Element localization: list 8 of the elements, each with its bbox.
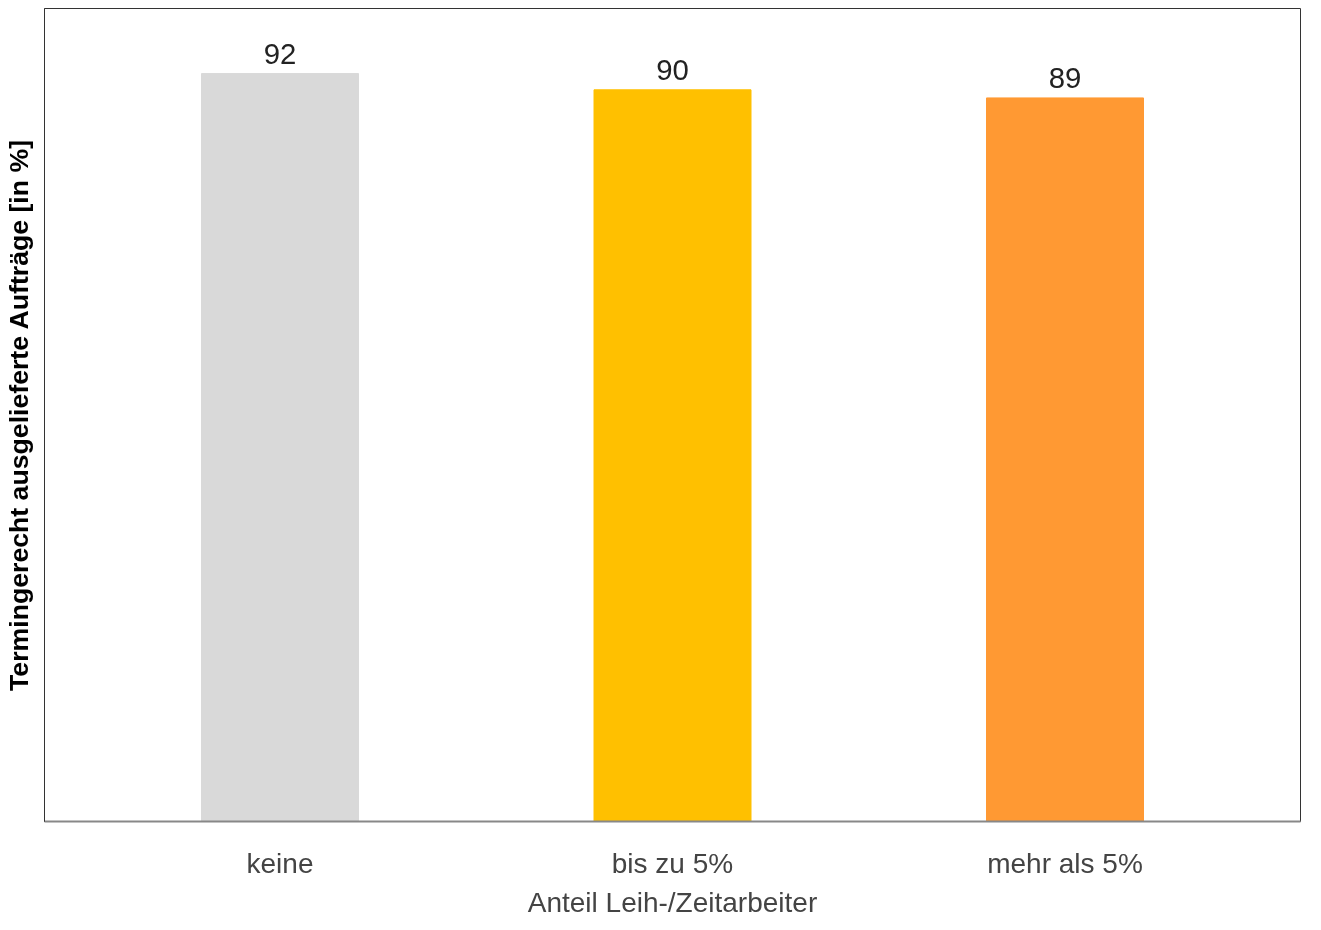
x-axis-title: Anteil Leih-/Zeitarbeiter — [527, 886, 818, 918]
y-axis-title: Termingerecht ausgelieferte Aufträge [in %] — [3, 139, 34, 691]
data-label: 89 — [1048, 60, 1082, 94]
x-tick-label: keine — [246, 847, 314, 879]
data-label: 90 — [656, 52, 689, 86]
x-tick-label: mehr als 5% — [987, 847, 1143, 879]
x-tick-label: bis zu 5% — [611, 847, 734, 879]
data-label: 92 — [263, 36, 297, 70]
